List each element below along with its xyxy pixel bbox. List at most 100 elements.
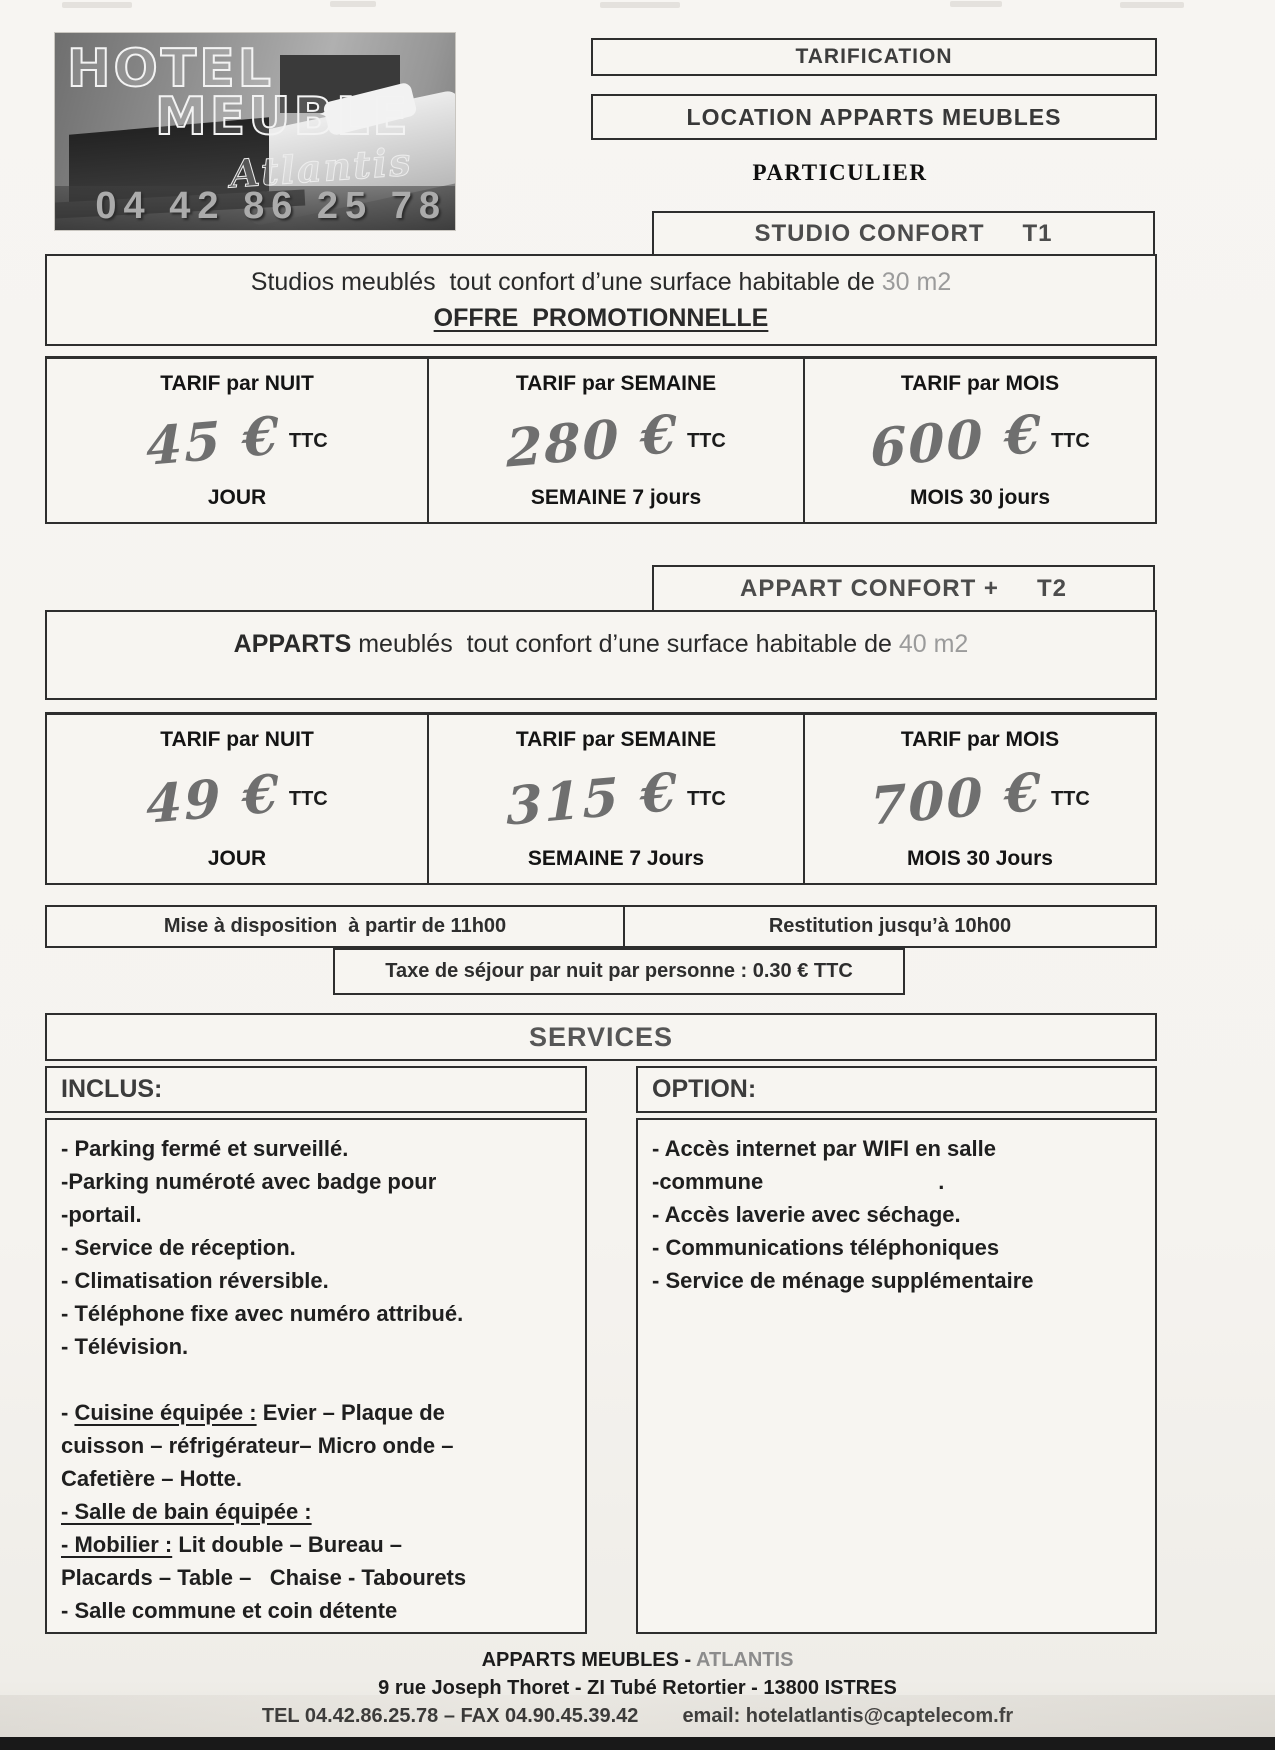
tariff-period-label: MOIS 30 jours [909, 486, 1051, 509]
text-line: Placards – Table – Chaise - Tabourets [61, 1565, 467, 1590]
option-services-list: - Accès internet par WIFI en salle -commu… [636, 1118, 1157, 1634]
text-line: - Cuisine équipée : Evier – Plaque de [61, 1400, 445, 1425]
tariff-header: TARIF par SEMAINE [515, 372, 717, 395]
footer-brand: ATLANTIS [696, 1649, 794, 1671]
tariff-header: TARIF par NUIT [160, 728, 314, 751]
tariff-cell-night: TARIF par NUIT 45 € TTC JOUR [47, 359, 429, 522]
logo-text-hotel: HOTEL [66, 39, 274, 99]
location-title-box: LOCATION APPARTS MEUBLES [591, 94, 1157, 140]
studio-description-box: Studios meublés tout confort d’une surfa… [45, 254, 1157, 346]
text-line: - Mobilier : Lit double – Bureau – [61, 1532, 403, 1557]
studio-type: T1 [1022, 219, 1053, 247]
ttc-label: TTC [1050, 429, 1090, 452]
inclus-header-box: INCLUS: [45, 1066, 587, 1113]
text-line: cuisson – réfrigérateur– Micro onde – [61, 1433, 454, 1458]
text-line: - Salle commune et coin détente [61, 1598, 398, 1623]
footer-email: email: hotelatlantis@captelecom.fr [682, 1705, 1013, 1727]
tariff-period-label: MOIS 30 Jours [907, 847, 1053, 870]
checkout-info: Restitution jusqu’à 10h00 [768, 915, 1012, 937]
footer-line-name: APPARTS MEUBLES - ATLANTIS [0, 1646, 1275, 1674]
ttc-label: TTC [1050, 788, 1090, 810]
ttc-label: TTC [686, 429, 726, 452]
handwritten-price: 600 € [869, 402, 1044, 480]
text-line: -Parking numéroté avec badge pour [61, 1169, 437, 1194]
handwritten-price: 45 € [145, 404, 282, 478]
tourist-tax-box: Taxe de séjour par nuit par personne : 0… [333, 948, 905, 995]
tariff-period-label: JOUR [207, 486, 267, 509]
tariff-cell-month: TARIF par MOIS 600 € TTC MOIS 30 jours [805, 359, 1155, 522]
text-line: - Communications téléphoniques [652, 1235, 1000, 1260]
scan-artifact [330, 1, 376, 7]
handwritten-price: 49 € [145, 763, 282, 836]
text-line: -portail. [61, 1202, 142, 1227]
appart-confort-t2-box: APPART CONFORT + T2 [652, 565, 1155, 612]
studio-title: STUDIO CONFORT [754, 219, 985, 247]
tariff-header: TARIF par MOIS [900, 372, 1060, 395]
scan-shadow-strip [0, 1695, 1275, 1737]
scan-artifact [62, 2, 132, 8]
studio-confort-t1-box: STUDIO CONFORT T1 [652, 211, 1155, 256]
handwritten-price: 315 € [505, 761, 680, 838]
text-line: - Télévision. [61, 1334, 189, 1359]
footer-tel-fax: TEL 04.42.86.25.78 – FAX 04.90.45.39.42 [262, 1705, 639, 1727]
text-line: - Parking fermé et surveillé. [61, 1136, 349, 1161]
option-label: OPTION: [652, 1075, 757, 1103]
footer-company: APPARTS MEUBLES - [481, 1649, 697, 1671]
checkin-info: Mise à disposition à partir de 11h00 [47, 907, 625, 946]
ttc-label: TTC [288, 788, 328, 810]
text-line: - Service de réception. [61, 1235, 296, 1260]
services-title: SERVICES [528, 1021, 674, 1052]
tariff-header: TARIF par MOIS [900, 728, 1060, 751]
text-line: - Climatisation réversible. [61, 1268, 329, 1293]
text-line: - Accès internet par WIFI en salle [652, 1136, 996, 1161]
scan-artifact [600, 2, 680, 8]
tariff-cell-week: TARIF par SEMAINE 280 € TTC SEMAINE 7 jo… [429, 359, 805, 522]
tariff-cell-month: TARIF par MOIS 700 € TTC MOIS 30 Jours [805, 715, 1155, 883]
tourist-tax-text: Taxe de séjour par nuit par personne : 0… [385, 960, 853, 982]
scan-edge-band [0, 1737, 1275, 1750]
footer-line-contacts: TEL 04.42.86.25.78 – FAX 04.90.45.39.42 e… [0, 1702, 1275, 1730]
text-line: - Service de ménage supplémentaire [652, 1268, 1034, 1293]
handwritten-price: 700 € [869, 761, 1044, 838]
appart-tariff-table: TARIF par NUIT 49 € TTC JOUR TARIF par S… [45, 712, 1157, 885]
handwritten-price: 280 € [505, 402, 680, 480]
tariff-header: TARIF par SEMAINE [515, 728, 717, 751]
scan-artifact [950, 1, 1002, 7]
studio-tariff-table: TARIF par NUIT 45 € TTC JOUR TARIF par S… [45, 356, 1157, 524]
footer-contact-block: APPARTS MEUBLES - ATLANTIS 9 rue Joseph … [0, 1646, 1275, 1730]
tariff-period-label: SEMAINE 7 jours [530, 486, 702, 509]
text-line: - Salle de bain équipée : [61, 1499, 312, 1524]
tariff-cell-week: TARIF par SEMAINE 315 € TTC SEMAINE 7 Jo… [429, 715, 805, 883]
inclus-services-list: - Parking fermé et surveillé. -Parking nu… [45, 1118, 587, 1634]
tariff-period-label: JOUR [207, 847, 267, 870]
location-title: LOCATION APPARTS MEUBLES [686, 103, 1062, 130]
tarification-title: TARIFICATION [795, 45, 953, 68]
tarification-title-box: TARIFICATION [591, 38, 1157, 76]
ttc-label: TTC [686, 788, 726, 810]
tariff-cell-night: TARIF par NUIT 49 € TTC JOUR [47, 715, 429, 883]
text-line: - Accès laverie avec séchage. [652, 1202, 961, 1227]
logo-phone-number: 04 42 86 25 78 [95, 185, 447, 227]
text-line: - Téléphone fixe avec numéro attribué. [61, 1301, 464, 1326]
appart-title: APPART CONFORT + [740, 574, 999, 602]
text-line: Studios meublés tout confort d’une surfa… [250, 268, 952, 296]
tariff-header: TARIF par NUIT [160, 372, 314, 395]
text-line: OFFRE PROMOTIONNELLE [433, 304, 769, 332]
hotel-logo-photo: HOTEL MEUBLE Atlantis 04 42 86 25 78 [55, 33, 455, 230]
text-line: Cafetière – Hotte. [61, 1466, 242, 1491]
particulier-heading: PARTICULIER [752, 160, 928, 185]
logo-text-meuble: MEUBLE [154, 87, 411, 147]
text-line [61, 1363, 571, 1396]
appart-description-box: APPARTS meublés tout confort d’une surfa… [45, 610, 1157, 700]
services-title-box: SERVICES [45, 1013, 1157, 1061]
ttc-label: TTC [288, 429, 328, 452]
footer-address: 9 rue Joseph Thoret - ZI Tubé Retortier … [378, 1677, 897, 1699]
availability-row: Mise à disposition à partir de 11h00 Res… [45, 905, 1157, 948]
photo-floor-shade [55, 186, 455, 230]
inclus-label: INCLUS: [61, 1075, 163, 1103]
text-line: -commune. [652, 1169, 945, 1194]
scan-artifact [1120, 2, 1184, 8]
option-header-box: OPTION: [636, 1066, 1157, 1113]
appart-type: T2 [1036, 574, 1067, 602]
